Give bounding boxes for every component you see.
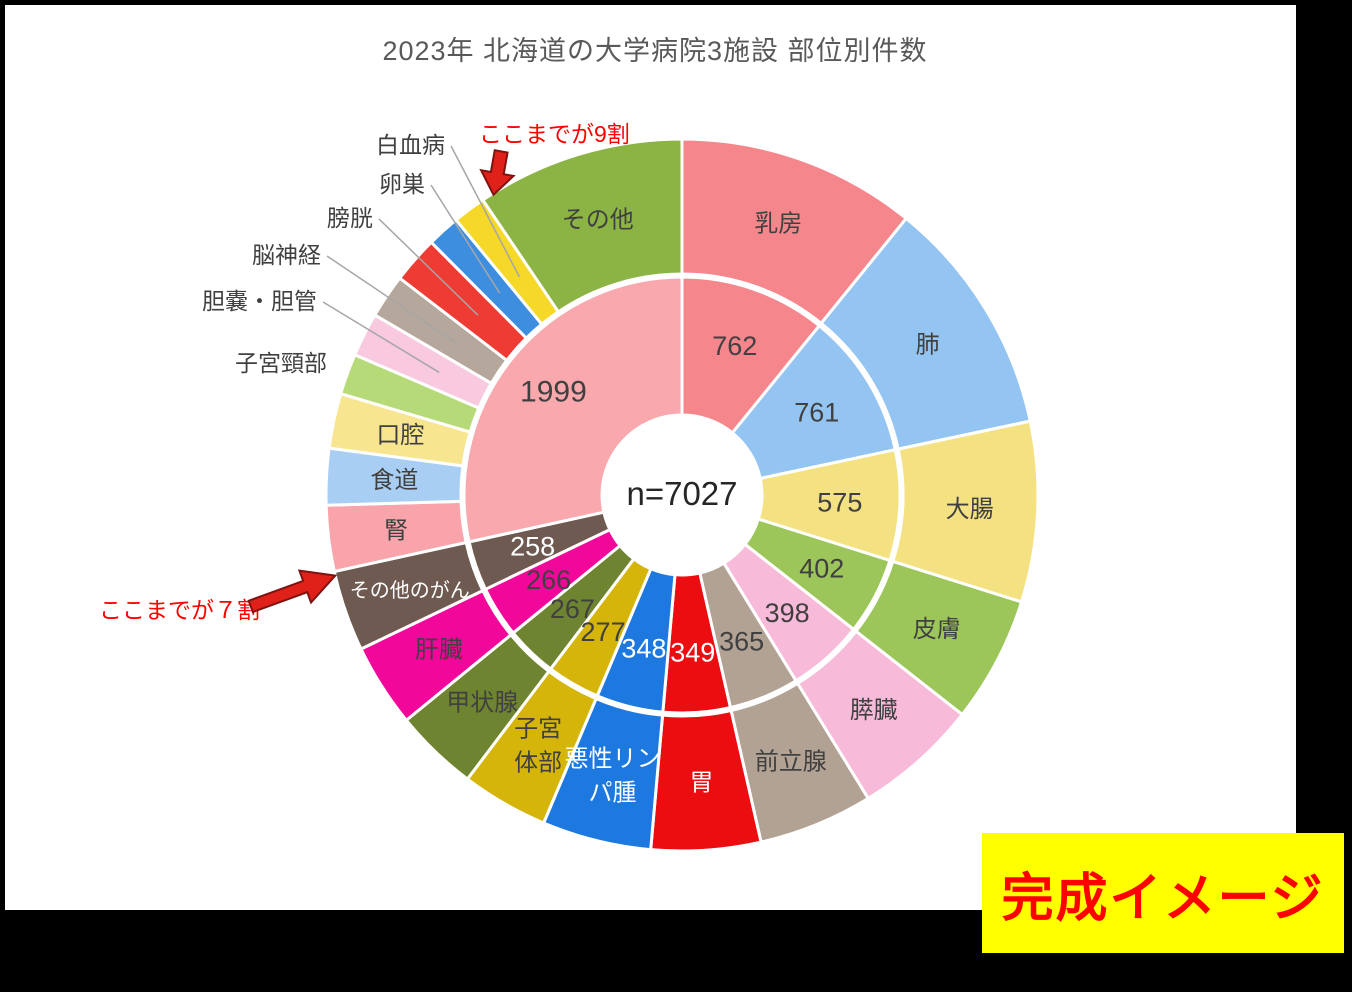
value-その他のがん: 258: [510, 531, 555, 561]
label-その他のがん: その他のがん: [350, 579, 470, 602]
slide-content-area: 2023年 北海道の大学病院3施設 部位別件数 乳房肺大腸皮膚膵臓 前立腺胃 悪性リ…: [5, 5, 1296, 910]
value-大腸: 575: [817, 488, 862, 518]
leader-line: [326, 255, 457, 344]
label-口腔: 口腔: [376, 422, 424, 449]
label-胃: 胃: [690, 769, 714, 796]
label-肺: 肺: [916, 332, 940, 359]
donut-hole: [601, 414, 763, 576]
label-子宮体部-0: 子宮: [514, 715, 562, 742]
leader-line: [378, 218, 479, 316]
arrow-right-icon: [247, 569, 338, 614]
label-outside-子宮頸部: 子宮頸部: [235, 350, 327, 376]
value-悪性リンパ腫: 348: [621, 633, 666, 663]
value-前立腺: 365: [719, 626, 764, 656]
value-肺: 761: [794, 398, 839, 428]
label-食道: 食道: [370, 467, 418, 494]
value-肝臓: 266: [526, 565, 571, 595]
value-膵臓: 398: [765, 598, 810, 628]
label-腎: 腎: [384, 517, 408, 544]
label-悪性リンパ腫-0: 悪性リン: [565, 745, 661, 772]
label-悪性リンパ腫-1: パ腫: [589, 779, 637, 806]
leader-line: [430, 184, 501, 294]
label-その他: その他: [562, 207, 634, 234]
finished-image-stamp-label: 完成イメージ: [1001, 869, 1325, 928]
leader-line: [450, 145, 521, 278]
chart-total-label: n=7027: [626, 475, 738, 512]
arrow-down-icon: [479, 149, 516, 197]
label-outside-白血病: 白血病: [376, 132, 445, 158]
label-乳房: 乳房: [754, 211, 802, 238]
value-甲状腺: 267: [550, 594, 595, 624]
value-胃: 349: [670, 638, 715, 668]
leader-line: [322, 301, 440, 374]
value-皮膚: 402: [799, 554, 844, 584]
value-子宮体部: 277: [581, 617, 626, 647]
label-大腸: 大腸: [946, 496, 994, 523]
label-皮膚: 皮膚: [913, 616, 961, 643]
label-前立腺: 前立腺: [755, 749, 827, 776]
label-子宮体部-1: 体部: [514, 749, 562, 776]
label-膵臓: 膵臓: [850, 697, 898, 724]
finished-image-stamp: 完成イメージ: [982, 833, 1344, 953]
ring-separator: [460, 273, 904, 717]
label-肝臓: 肝臓: [415, 636, 463, 663]
annotation-90-percent: ここまでが9割: [479, 121, 630, 147]
label-outside-膀胱: 膀胱: [327, 205, 373, 231]
label-甲状腺: 甲状腺: [446, 690, 518, 717]
value-aggregate: 1999: [520, 376, 587, 409]
label-outside-脳神経: 脳神経: [252, 242, 321, 268]
value-乳房: 762: [712, 331, 757, 361]
label-outside-胆嚢・胆管: 胆嚢・胆管: [202, 288, 317, 314]
chart-title: 2023年 北海道の大学病院3施設 部位別件数: [382, 36, 928, 66]
label-outside-卵巣: 卵巣: [379, 171, 425, 197]
annotation-70-percent: ここまでが７割: [99, 597, 260, 623]
